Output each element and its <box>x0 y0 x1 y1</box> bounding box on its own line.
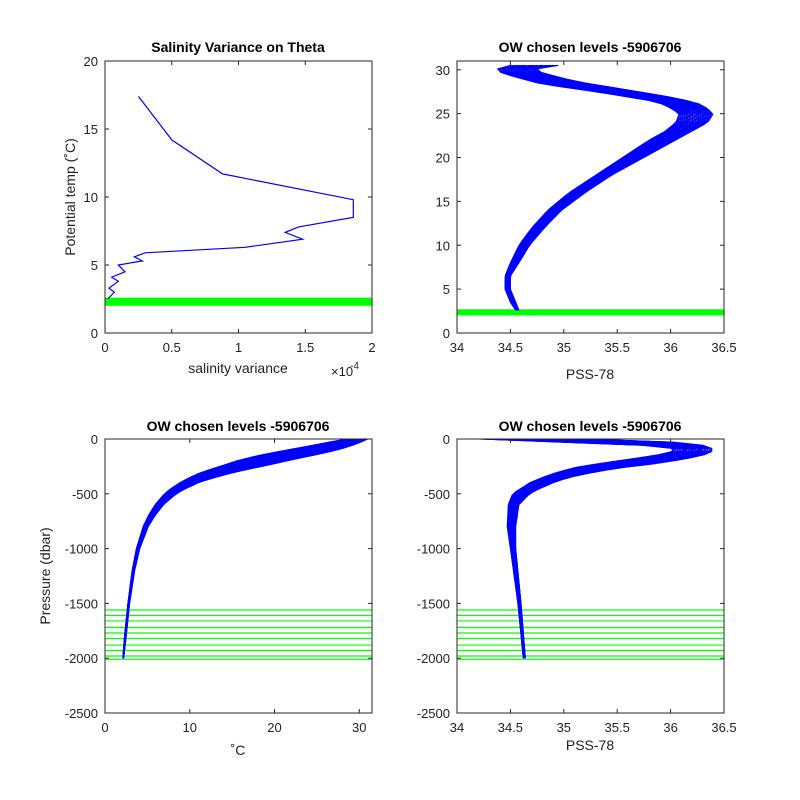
profile-line <box>123 438 369 659</box>
panel-title: OW chosen levels -5906706 <box>499 39 682 55</box>
y-tick-label: 15 <box>436 194 450 209</box>
panel-title: OW chosen levels -5906706 <box>499 418 682 434</box>
x-tick-label: 36.5 <box>711 720 736 735</box>
x-tick-label: 35 <box>557 720 571 735</box>
panel-salinity-variance: Salinity Variance on Theta salinity vari… <box>62 39 376 379</box>
x-axis-label: salinity variance <box>188 360 288 376</box>
x-tick-label: 35.5 <box>605 720 630 735</box>
x-tick-label: 0 <box>101 720 108 735</box>
multiplier-exponent: -4 <box>350 361 359 372</box>
y-tick-label: 0 <box>91 326 98 341</box>
panel-salinity-vs-theta: OW chosen levels -5906706 PSS-78 34 34.5 3… <box>436 39 737 382</box>
y-tick-label: 0 <box>91 432 98 447</box>
plot-area <box>457 438 724 660</box>
profile-line <box>509 64 714 311</box>
x-tick-label: 36.5 <box>711 340 736 355</box>
y-tick-label: 10 <box>84 190 98 205</box>
panel-title: OW chosen levels -5906706 <box>147 418 330 434</box>
x-tick-label: 34 <box>450 720 464 735</box>
profile-line <box>515 438 713 659</box>
x-axis-multiplier: ×10 -4 <box>331 361 359 379</box>
x-axis-label: PSS-78 <box>566 366 614 382</box>
x-tick-label: 1 <box>235 340 242 355</box>
y-tick-label: 20 <box>84 54 98 69</box>
y-tick-label: 0 <box>443 432 450 447</box>
x-tick-label: 10 <box>183 720 197 735</box>
x-tick-label: 2 <box>368 340 375 355</box>
x-axis-label: PSS-78 <box>566 737 614 753</box>
x-tick-label: 34.5 <box>498 720 523 735</box>
y-tick-label: 5 <box>91 258 98 273</box>
y-tick-label: 20 <box>436 151 450 166</box>
x-tick-label: 1.5 <box>296 340 314 355</box>
x-tick-label: 34 <box>450 340 464 355</box>
y-axis-label: Potential temp (˚C) <box>62 138 78 255</box>
y-tick-label: -1500 <box>417 596 450 611</box>
y-tick-label: -1000 <box>417 542 450 557</box>
y-tick-label: 30 <box>436 63 450 78</box>
x-tick-label: 0 <box>101 340 108 355</box>
highlight-band <box>105 297 372 306</box>
multiplier-base: ×10 <box>331 364 353 379</box>
y-tick-label: -500 <box>72 487 98 502</box>
y-axis-label: Pressure (dbar) <box>37 527 53 624</box>
plot-area <box>457 64 724 316</box>
x-tick-label: 0.5 <box>163 340 181 355</box>
axes-box <box>456 438 725 714</box>
x-axis-label: ˚C <box>231 742 246 758</box>
x-tick-label: 36 <box>663 340 677 355</box>
axes-box <box>104 438 373 714</box>
panel-temperature-vs-pressure: OW chosen levels -5906706 ˚C Pressure (d… <box>37 418 373 758</box>
x-tick-label: 20 <box>267 720 281 735</box>
y-tick-label: -2500 <box>65 706 98 721</box>
plot-area <box>105 438 372 660</box>
x-tick-label: 34.5 <box>498 340 523 355</box>
x-tick-label: 35 <box>557 340 571 355</box>
y-tick-label: -1500 <box>65 596 98 611</box>
y-tick-label: 10 <box>436 238 450 253</box>
panel-salinity-vs-pressure: OW chosen levels -5906706 PSS-78 34 34.5 3… <box>417 418 737 753</box>
y-tick-label: 25 <box>436 107 450 122</box>
x-tick-label: 36 <box>663 720 677 735</box>
axes-box <box>456 60 725 334</box>
y-tick-label: -2500 <box>417 706 450 721</box>
panel-title: Salinity Variance on Theta <box>151 39 325 55</box>
highlight-band <box>457 309 724 316</box>
y-tick-label: 15 <box>84 122 98 137</box>
y-tick-label: -2000 <box>417 651 450 666</box>
y-tick-label: -500 <box>424 487 450 502</box>
series-line <box>107 96 354 300</box>
y-tick-label: 5 <box>443 282 450 297</box>
y-tick-label: -2000 <box>65 651 98 666</box>
x-tick-label: 30 <box>352 720 366 735</box>
y-tick-label: 0 <box>443 326 450 341</box>
y-tick-label: -1000 <box>65 542 98 557</box>
x-tick-label: 35.5 <box>605 340 630 355</box>
plot-area <box>105 96 372 306</box>
